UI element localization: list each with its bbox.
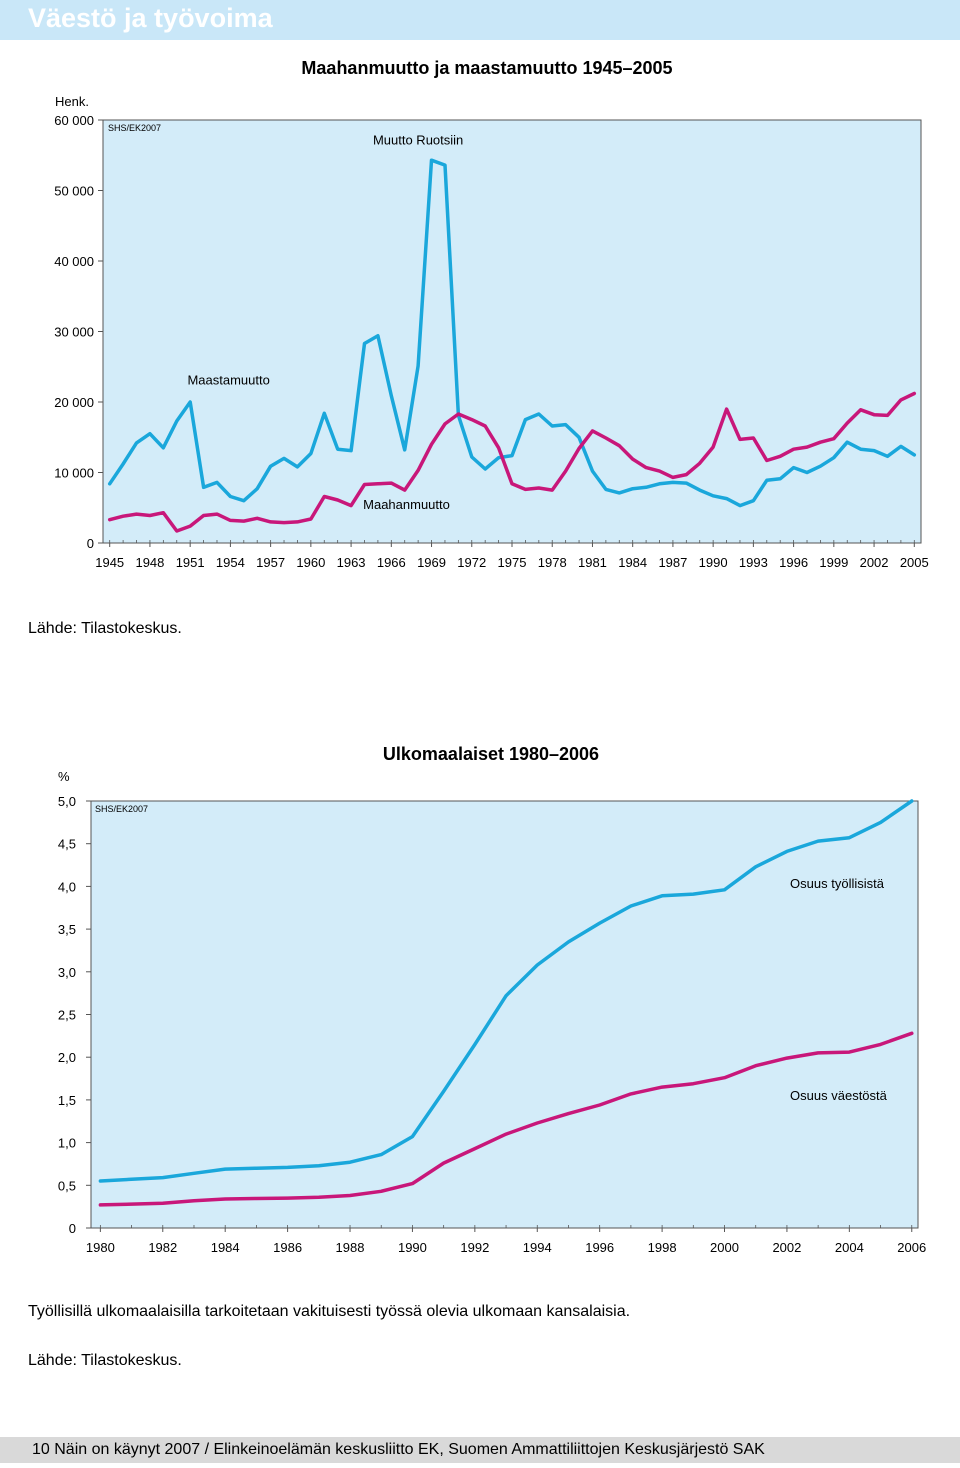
x-tick-label: 1966: [377, 555, 406, 570]
x-tick-label: 1975: [498, 555, 527, 570]
series-line-2: [98, 1031, 914, 1207]
y-axis-label: %: [58, 769, 70, 784]
annotation-label: Maahanmuutto: [363, 497, 450, 512]
x-tick-label: 1998: [648, 1240, 677, 1255]
chart-title: Maahanmuutto ja maastamuutto 1945–2005: [301, 58, 672, 78]
x-tick-label: 1981: [578, 555, 607, 570]
y-tick-label: 60 000: [54, 113, 94, 128]
y-tick-label: 3,5: [58, 922, 76, 937]
credit-label: SHS/EK2007: [95, 804, 148, 814]
y-tick-label: 0: [69, 1221, 76, 1236]
x-tick-label: 1993: [739, 555, 768, 570]
x-tick-label: 1984: [618, 555, 647, 570]
y-tick-label: 4,0: [58, 879, 76, 894]
chart-foreigners-1980-2006: Ulkomaalaiset 1980–2006% SHS/EK2007 0 0,5 1,…: [58, 744, 926, 1255]
x-tick-label: 2002: [860, 555, 889, 570]
x-tick-label: 1996: [585, 1240, 614, 1255]
x-tick-label: 1982: [148, 1240, 177, 1255]
series-line-2: [107, 391, 917, 533]
page-header-title: Väestö ja työvoima: [28, 3, 273, 33]
series-line-1: [98, 799, 914, 1183]
x-tick-label: 1960: [296, 555, 325, 570]
x-tick-label: 1963: [337, 555, 366, 570]
x-tick-label: 1986: [273, 1240, 302, 1255]
x-tick-label: 1972: [457, 555, 486, 570]
x-tick-label: 1951: [176, 555, 205, 570]
annotation-label: Osuus työllisistä: [790, 876, 885, 891]
x-tick-label: 1987: [658, 555, 687, 570]
x-tick-label: 2000: [710, 1240, 739, 1255]
y-tick-label: 1,0: [58, 1136, 76, 1151]
x-tick-label: 1999: [819, 555, 848, 570]
header-band: [0, 0, 960, 40]
x-tick-label: 1990: [699, 555, 728, 570]
x-tick-label: 1996: [779, 555, 808, 570]
y-tick-label: 3,0: [58, 965, 76, 980]
y-axis-label: Henk.: [55, 94, 89, 109]
x-tick-label: 1992: [460, 1240, 489, 1255]
x-tick-label: 2005: [900, 555, 929, 570]
y-tick-label: 2,5: [58, 1008, 76, 1023]
y-tick-label: 40 000: [54, 254, 94, 269]
chart1-source: Lähde: Tilastokeskus.: [28, 620, 182, 637]
x-tick-label: 1945: [95, 555, 124, 570]
chart2-note: Työllisillä ulkomaalaisilla tarkoitetaan…: [28, 1303, 631, 1320]
annotation-label: Muutto Ruotsiin: [373, 133, 463, 148]
x-tick-label: 1969: [417, 555, 446, 570]
annotation-label: Osuus väestöstä: [790, 1088, 888, 1103]
x-tick-label: 2004: [835, 1240, 864, 1255]
footer-band: [0, 1437, 960, 1463]
x-tick-label: 1988: [336, 1240, 365, 1255]
y-tick-label: 1,5: [58, 1093, 76, 1108]
x-tick-label: 1980: [86, 1240, 115, 1255]
x-tick-label: 1954: [216, 555, 245, 570]
y-tick-label: 0: [87, 536, 94, 551]
annotation-label: Maastamuutto: [187, 372, 269, 387]
series-line-1: [107, 158, 917, 508]
plot-area: [90, 800, 919, 1229]
chart-migration-1945-2005: Maahanmuutto ja maastamuutto 1945–2005 He…: [54, 58, 929, 570]
y-tick-label: 30 000: [54, 325, 94, 340]
y-tick-label: 0,5: [58, 1178, 76, 1193]
x-tick-label: 1948: [135, 555, 164, 570]
credit-label: SHS/EK2007: [108, 123, 161, 133]
y-tick-label: 2,0: [58, 1050, 76, 1065]
y-tick-label: 20 000: [54, 395, 94, 410]
x-tick-label: 1957: [256, 555, 285, 570]
x-tick-label: 1978: [538, 555, 567, 570]
y-tick-label: 4,5: [58, 837, 76, 852]
x-tick-label: 2002: [772, 1240, 801, 1255]
x-tick-label: 1990: [398, 1240, 427, 1255]
y-tick-label: 5,0: [58, 794, 76, 809]
x-tick-label: 1994: [523, 1240, 552, 1255]
y-tick-label: 50 000: [54, 184, 94, 199]
y-tick-label: 10 000: [54, 466, 94, 481]
chart2-source: Lähde: Tilastokeskus.: [28, 1352, 182, 1369]
footer-text: 10 Näin on käynyt 2007 / Elinkeinoelämän…: [32, 1441, 765, 1458]
plot-area: [102, 119, 922, 544]
x-tick-label: 2006: [897, 1240, 926, 1255]
chart-title: Ulkomaalaiset 1980–2006: [383, 744, 599, 764]
x-tick-label: 1984: [211, 1240, 240, 1255]
